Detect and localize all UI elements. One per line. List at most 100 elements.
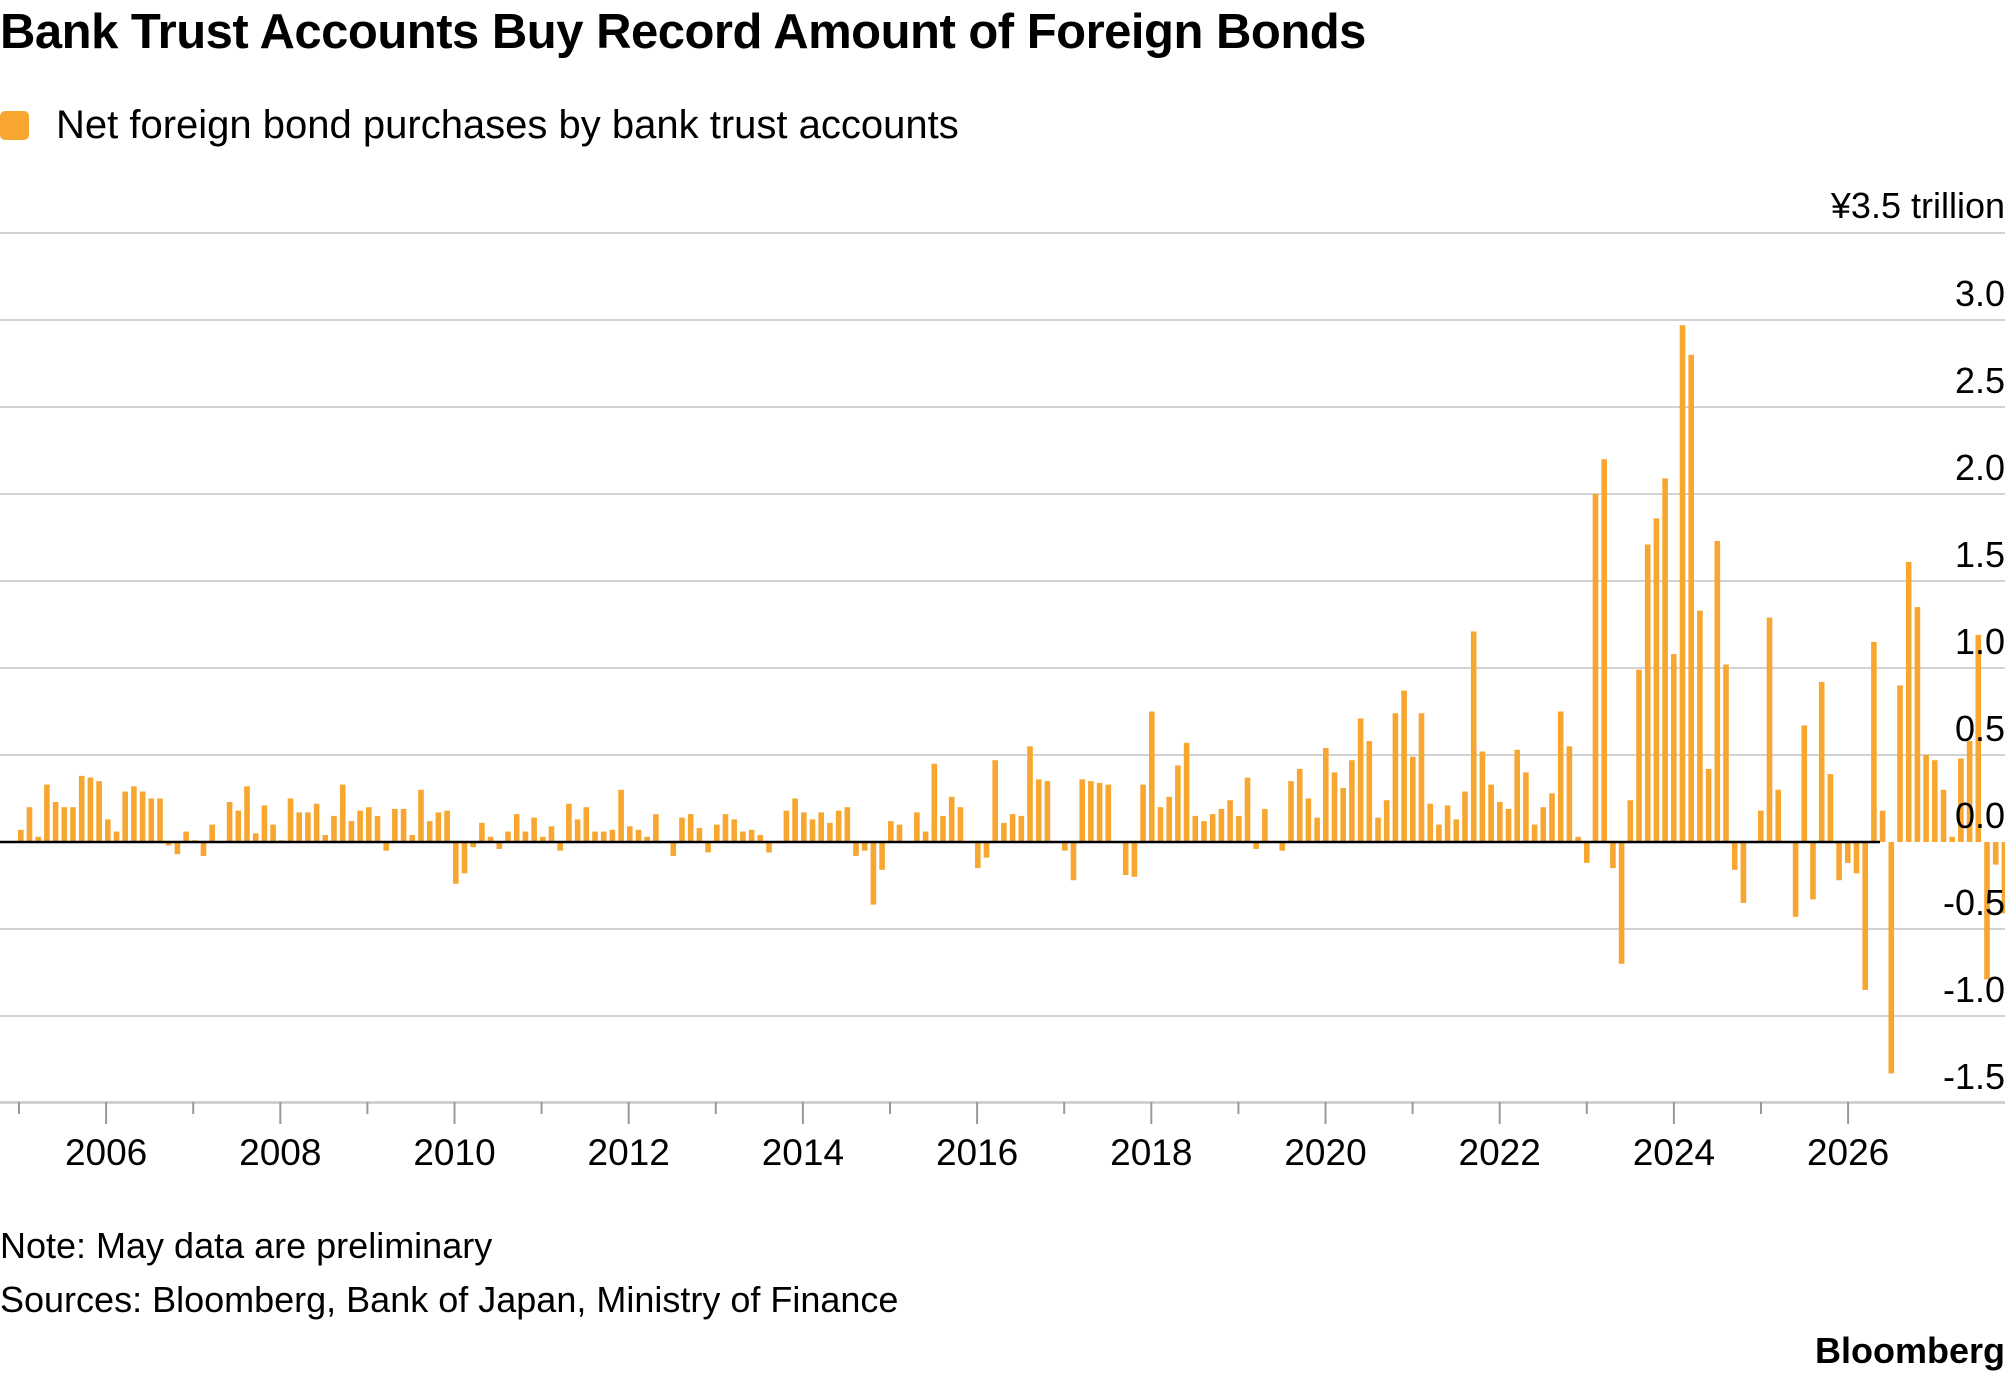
bar (1453, 819, 1460, 842)
bar (44, 784, 50, 842)
bar (1288, 781, 1294, 842)
bar (1523, 772, 1529, 842)
bar (1131, 842, 1138, 877)
y-tick-label: 0.5 (1955, 708, 2005, 749)
bar (1209, 814, 1216, 842)
bar (809, 819, 816, 842)
bar (409, 835, 416, 842)
bar (1557, 711, 1564, 842)
bar (1122, 842, 1129, 876)
bar (1740, 842, 1747, 903)
bar (435, 812, 442, 842)
bar (105, 819, 111, 842)
bar (1070, 842, 1077, 881)
bar (844, 807, 851, 842)
bar (1192, 815, 1199, 842)
y-tick-label: -1.0 (1943, 969, 2005, 1010)
bar (1584, 842, 1590, 863)
bar (870, 842, 877, 905)
bar (1853, 842, 1860, 874)
bar (1340, 788, 1346, 842)
bar (1096, 782, 1103, 842)
bar (1331, 772, 1338, 842)
bar (383, 842, 389, 851)
bar (705, 842, 711, 853)
bar (513, 814, 520, 842)
bar (1644, 544, 1651, 842)
x-tick-label: 2010 (413, 1132, 495, 1173)
bar (653, 814, 659, 842)
bar (1383, 800, 1390, 842)
bar (505, 831, 511, 842)
bar (1262, 808, 1268, 842)
bar (1479, 751, 1486, 842)
brand-logo: Bloomberg (1814, 1330, 2005, 1371)
bar (1166, 796, 1172, 842)
bar (522, 831, 529, 842)
bar (1157, 807, 1164, 842)
bar (1888, 842, 1895, 1074)
bar (113, 831, 120, 842)
bar (1697, 610, 1703, 842)
bar (392, 808, 398, 842)
bar (487, 836, 494, 842)
bar (1827, 774, 1834, 842)
bar (1966, 741, 1973, 842)
bar (87, 777, 94, 842)
bar (792, 798, 798, 842)
bars (18, 325, 2005, 1074)
bar (957, 807, 964, 842)
bar (453, 842, 459, 884)
bar (609, 829, 616, 842)
bar (1992, 842, 1999, 865)
bar (1497, 801, 1503, 842)
bar (1366, 741, 1373, 842)
bar (1201, 821, 1207, 842)
bar (1766, 617, 1773, 842)
bar (1731, 842, 1738, 870)
bar (139, 791, 146, 842)
bar (731, 819, 737, 842)
bar (1401, 690, 1407, 842)
bar (357, 810, 363, 842)
bar (853, 842, 859, 856)
bar (2001, 842, 2005, 914)
bar (70, 807, 76, 842)
bar (1531, 824, 1538, 842)
bar (35, 836, 41, 842)
bar (209, 824, 215, 842)
bar (1253, 842, 1259, 849)
bar (861, 842, 868, 851)
bar (1149, 711, 1155, 842)
bar (1044, 781, 1051, 842)
bar (1627, 800, 1634, 842)
bar (879, 842, 885, 870)
bar (1905, 561, 1912, 842)
y-tick-label: 3.0 (1955, 273, 2005, 314)
y-tick-label: 1.0 (1955, 621, 2005, 662)
bar (1244, 777, 1251, 842)
x-tick-label: 2018 (1110, 1132, 1192, 1173)
bar (1549, 793, 1555, 842)
bar (470, 842, 476, 848)
bar (1314, 817, 1320, 842)
bar (670, 842, 677, 856)
bar (252, 833, 259, 842)
bar (287, 798, 294, 842)
bar (1279, 842, 1286, 851)
bar (1671, 654, 1677, 842)
bar (366, 807, 372, 842)
bar (992, 760, 998, 842)
x-tick-label: 2006 (65, 1132, 147, 1173)
bar (722, 814, 729, 842)
bar (61, 807, 68, 842)
axes (0, 840, 2005, 1124)
bar (479, 822, 485, 842)
bar (1818, 681, 1825, 842)
bar (261, 805, 268, 842)
bar (748, 829, 755, 842)
bar (931, 763, 938, 842)
bar (1183, 742, 1190, 842)
bar (1175, 765, 1181, 842)
